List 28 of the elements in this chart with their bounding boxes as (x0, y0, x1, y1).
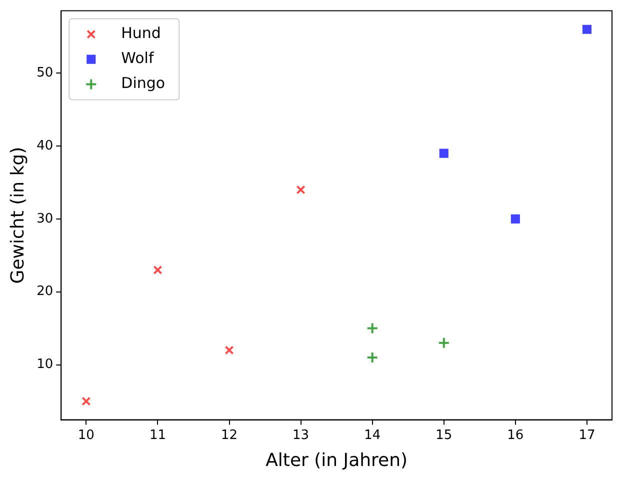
legend-label: Dingo (121, 74, 166, 92)
point (224, 346, 234, 355)
point (510, 214, 520, 224)
point (439, 148, 448, 158)
point (296, 185, 306, 194)
x-tick-label: 11 (149, 428, 166, 443)
y-axis-title: Gewicht (in kg) (7, 146, 28, 284)
y-tick-label: 10 (36, 357, 54, 372)
x-tick-label: 12 (220, 428, 238, 443)
x-tick-label: 17 (578, 428, 596, 443)
point (366, 351, 378, 364)
x-tick-label: 14 (364, 428, 381, 443)
x-tick-label: 15 (436, 428, 452, 443)
x-axis-title: Alter (in Jahren) (266, 450, 408, 471)
point (582, 24, 592, 34)
point (438, 336, 450, 349)
x-tick-label: 13 (292, 428, 310, 443)
legend-label: Hund (121, 24, 161, 42)
y-tick-label: 40 (36, 138, 54, 154)
point (153, 265, 162, 275)
point (82, 396, 91, 406)
y-tick-label: 30 (36, 211, 54, 226)
legend-label: Wolf (121, 49, 154, 68)
y-tick-label: 20 (36, 284, 54, 300)
y-tick-label: 50 (36, 66, 54, 81)
x-tick-label: 10 (78, 428, 94, 443)
point (366, 322, 378, 334)
x-tick-label: 16 (507, 428, 524, 443)
